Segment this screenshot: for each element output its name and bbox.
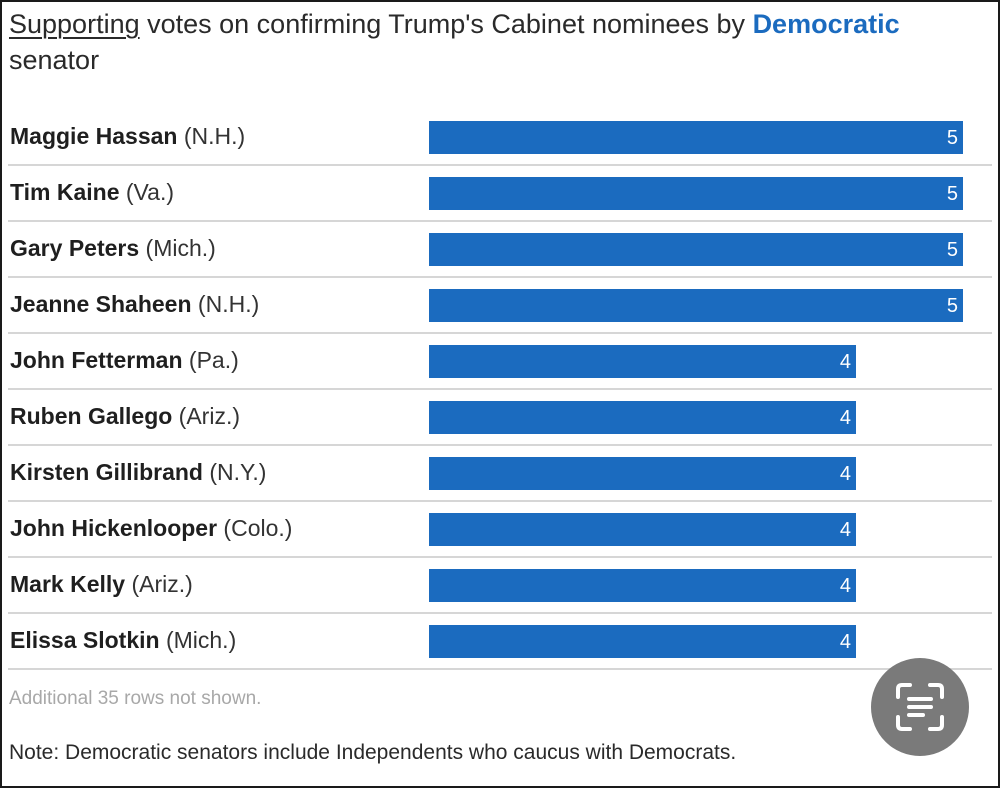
- bar: 5: [429, 121, 963, 154]
- row-divider: [8, 556, 992, 558]
- bar: 4: [429, 569, 856, 602]
- row-label: Ruben Gallego (Ariz.): [10, 402, 240, 430]
- senator-name: Tim Kaine: [10, 179, 120, 205]
- senator-name: Maggie Hassan: [10, 123, 178, 149]
- bar: 4: [429, 457, 856, 490]
- row-label: Maggie Hassan (N.H.): [10, 122, 245, 150]
- row-label: Mark Kelly (Ariz.): [10, 570, 193, 598]
- row-divider: [8, 164, 992, 166]
- bar-row: Gary Peters (Mich.) 5: [8, 222, 992, 278]
- senator-name: Jeanne Shaheen: [10, 291, 192, 317]
- bar-value-label: 4: [839, 407, 851, 429]
- row-label: John Fetterman (Pa.): [10, 346, 239, 374]
- senator-state: (Mich.): [139, 235, 216, 261]
- row-divider: [8, 500, 992, 502]
- row-label: Jeanne Shaheen (N.H.): [10, 290, 259, 318]
- bar-row: Mark Kelly (Ariz.) 4: [8, 558, 992, 614]
- text-scan-button[interactable]: [871, 658, 969, 756]
- bar-value-label: 4: [839, 631, 851, 653]
- bar-value-label: 5: [946, 183, 958, 205]
- bar-value-label: 5: [946, 239, 958, 261]
- row-divider: [8, 444, 992, 446]
- senator-state: (Ariz.): [172, 403, 241, 429]
- bar-chart: Maggie Hassan (N.H.) 5 Tim Kaine (Va.) 5 Gar…: [0, 110, 1000, 670]
- row-divider: [8, 668, 992, 670]
- bar-row: John Fetterman (Pa.) 4: [8, 334, 992, 390]
- title-middle: votes on confirming Trump's Cabinet nomi…: [139, 9, 753, 39]
- senator-state: (Mich.): [159, 627, 237, 653]
- senator-state: (N.H.): [177, 123, 246, 149]
- bar-row: Maggie Hassan (N.H.) 5: [8, 110, 992, 166]
- row-label: Kirsten Gillibrand (N.Y.): [10, 458, 266, 486]
- bar-row: Ruben Gallego (Ariz.) 4: [8, 390, 992, 446]
- row-divider: [8, 220, 992, 222]
- row-label: John Hickenlooper (Colo.): [10, 514, 292, 542]
- row-divider: [8, 276, 992, 278]
- bar: 4: [429, 513, 856, 546]
- senator-name: Mark Kelly: [10, 571, 126, 597]
- footer-note: Note: Democratic senators include Indepe…: [9, 741, 737, 764]
- bar-row: John Hickenlooper (Colo.) 4: [8, 502, 992, 558]
- bar-row: Elissa Slotkin (Mich.) 4: [8, 614, 992, 670]
- row-label: Tim Kaine (Va.): [10, 178, 174, 206]
- bar-value-label: 4: [839, 463, 851, 485]
- bar: 4: [429, 345, 856, 378]
- senator-state: (Colo.): [217, 515, 293, 541]
- senator-state: (N.Y.): [202, 459, 267, 485]
- senator-name: Ruben Gallego: [10, 403, 173, 429]
- bar: 5: [429, 289, 963, 322]
- senator-state: (Pa.): [182, 347, 239, 373]
- bar-row: Jeanne Shaheen (N.H.) 5: [8, 278, 992, 334]
- bar: 5: [429, 177, 963, 210]
- row-divider: [8, 388, 992, 390]
- bar: 5: [429, 233, 963, 266]
- rows-not-shown-note: Additional 35 rows not shown.: [9, 688, 262, 709]
- bar: 4: [429, 625, 856, 658]
- senator-name: Gary Peters: [10, 235, 140, 261]
- bar-row: Tim Kaine (Va.) 5: [8, 166, 992, 222]
- senator-name: Kirsten Gillibrand: [10, 459, 203, 485]
- senator-state: (Va.): [119, 179, 175, 205]
- title-democratic: Democratic: [752, 9, 900, 39]
- chart-title: Supporting votes on confirming Trump's C…: [9, 6, 969, 78]
- senator-name: John Hickenlooper: [10, 515, 218, 541]
- row-divider: [8, 332, 992, 334]
- title-end: senator: [9, 45, 100, 75]
- row-divider: [8, 612, 992, 614]
- bar-value-label: 5: [946, 295, 958, 317]
- bar: 4: [429, 401, 856, 434]
- title-supporting: Supporting: [9, 9, 140, 39]
- bar-value-label: 5: [946, 127, 958, 149]
- row-label: Gary Peters (Mich.): [10, 234, 216, 262]
- senator-state: (Ariz.): [125, 571, 193, 597]
- bar-value-label: 4: [839, 351, 851, 373]
- senator-name: John Fetterman: [10, 347, 183, 373]
- senator-state: (N.H.): [191, 291, 260, 317]
- text-scan-icon: [896, 683, 944, 731]
- bar-value-label: 4: [839, 575, 851, 597]
- bar-row: Kirsten Gillibrand (N.Y.) 4: [8, 446, 992, 502]
- senator-name: Elissa Slotkin: [10, 627, 160, 653]
- bar-value-label: 4: [839, 519, 851, 541]
- row-label: Elissa Slotkin (Mich.): [10, 626, 236, 654]
